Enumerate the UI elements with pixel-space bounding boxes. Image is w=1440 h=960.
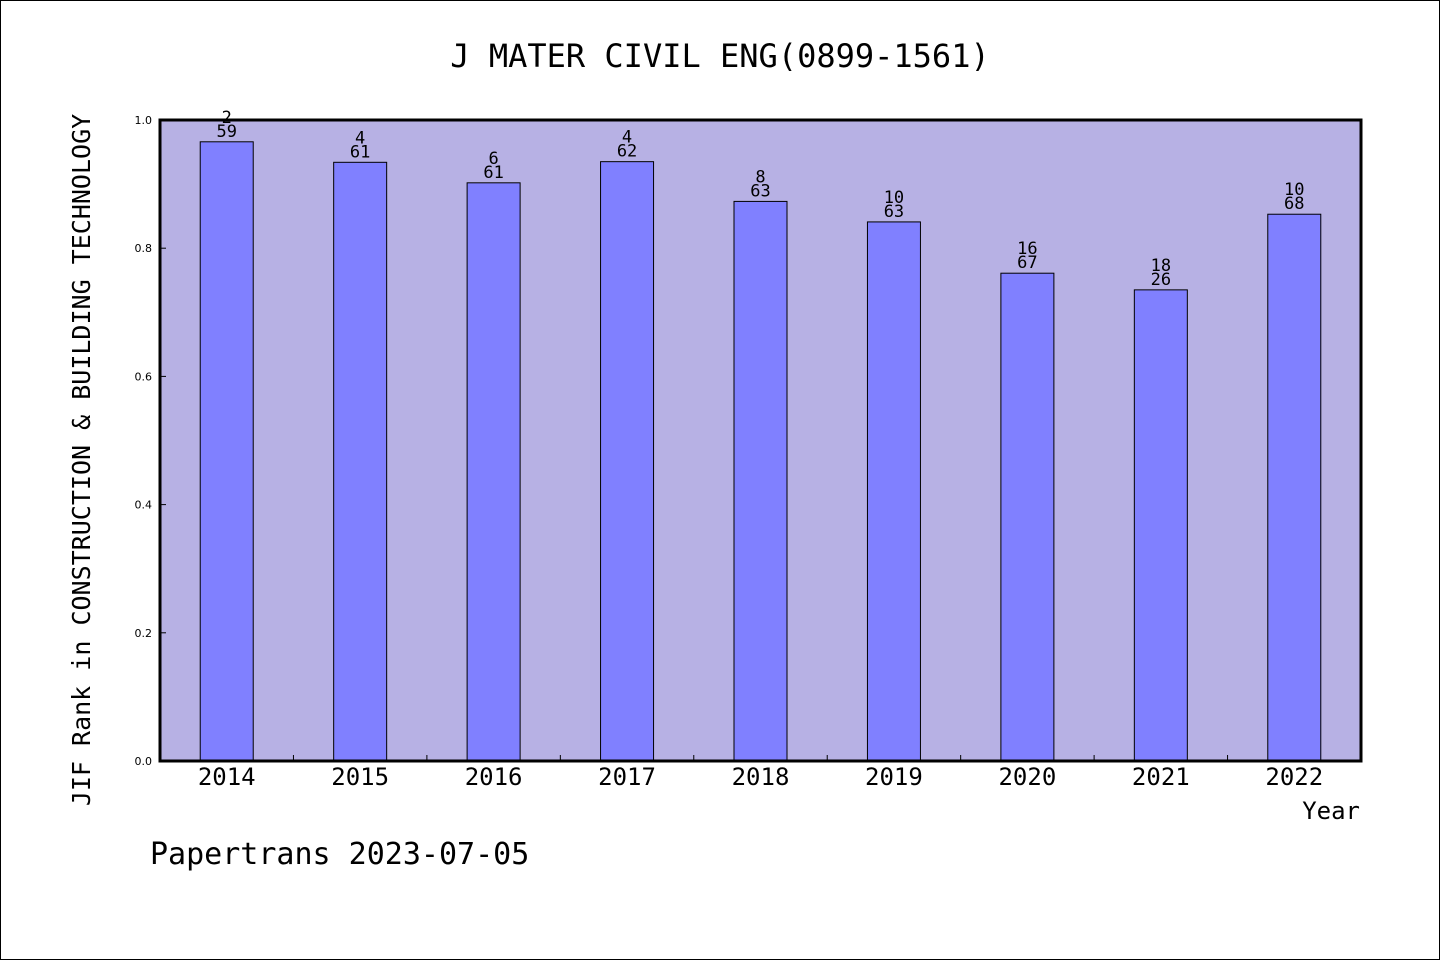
x-axis-ticks: 2014 2015 2016 2017 2018 2019 2020 2021 2022 (198, 755, 1323, 791)
x-tick-label: 2016 (465, 763, 523, 791)
bar (733, 200, 788, 762)
bar (1267, 213, 1322, 762)
x-tick-label: 2018 (732, 763, 790, 791)
y-axis-ticks: 0.0 0.2 0.4 0.6 0.8 1.0 (135, 114, 166, 768)
y-tick-label: 0.6 (135, 370, 153, 383)
y-axis-label: JIF Rank in CONSTRUCTION & BUILDING TECH… (67, 114, 96, 806)
bar-label-total: 61 (350, 142, 370, 162)
x-tick-label: 2017 (598, 763, 656, 791)
x-axis-label: Year (1302, 797, 1360, 825)
bars-group (199, 141, 1322, 762)
bar (866, 221, 921, 762)
bar-label-rank: 16 (1017, 239, 1037, 259)
bar-label-rank: 2 (222, 108, 232, 128)
bar-label-rank: 8 (755, 167, 765, 187)
bar (1000, 272, 1055, 762)
bar-label-rank: 6 (488, 149, 498, 169)
bar (600, 161, 655, 762)
bar-label-rank: 10 (1284, 180, 1304, 200)
bar-label-total: 68 (1284, 194, 1304, 214)
x-tick-label: 2022 (1265, 763, 1323, 791)
x-tick-label: 2021 (1132, 763, 1190, 791)
footer-credit: Papertrans 2023-07-05 (150, 837, 529, 872)
x-tick-label: 2019 (865, 763, 923, 791)
y-tick-label: 0.8 (135, 242, 153, 255)
x-tick-label: 2014 (198, 763, 256, 791)
chart-title: J MATER CIVIL ENG(0899-1561) (450, 37, 989, 75)
bar-label-total: 59 (216, 122, 236, 142)
bar-label-total: 26 (1151, 270, 1171, 290)
bar-label-rank: 4 (622, 128, 632, 148)
x-tick-label: 2015 (331, 763, 389, 791)
bar-label-total: 63 (750, 181, 770, 201)
bar-label-total: 67 (1017, 253, 1037, 273)
bar (199, 141, 254, 762)
bar-label-total: 61 (483, 163, 503, 183)
bar-label-total: 63 (884, 202, 904, 222)
bar (333, 161, 388, 762)
y-tick-label: 0.0 (135, 755, 153, 768)
y-tick-label: 0.4 (135, 499, 153, 512)
bar-label-rank: 18 (1151, 256, 1171, 276)
x-tick-label: 2020 (998, 763, 1056, 791)
bar-label-rank: 4 (355, 128, 365, 148)
bar-label-rank: 10 (884, 188, 904, 208)
bar-label-total: 62 (617, 142, 637, 162)
bar (466, 182, 521, 762)
y-tick-label: 1.0 (135, 114, 153, 127)
bar (1133, 289, 1188, 762)
plot-border (158, 118, 1363, 763)
y-tick-label: 0.2 (135, 627, 153, 640)
